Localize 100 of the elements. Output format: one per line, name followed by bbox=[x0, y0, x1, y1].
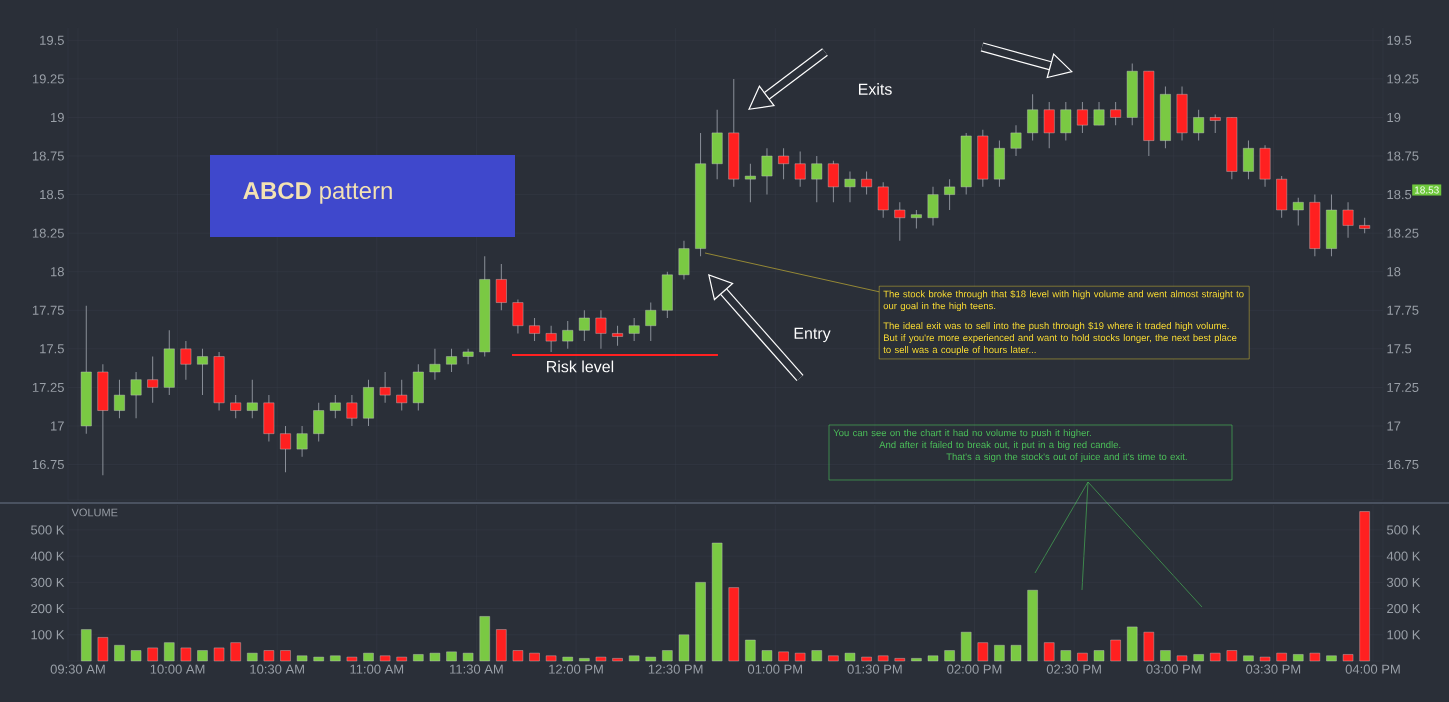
bar bbox=[180, 647, 192, 662]
bar bbox=[1027, 590, 1038, 662]
y2-tick-label: 18 bbox=[1387, 267, 1401, 277]
y2-tick-label: 17.5 bbox=[1387, 344, 1412, 354]
candlestick bbox=[645, 302, 657, 342]
annotation: That's a sign the stock's out of juice and it's time to exit. bbox=[946, 453, 1187, 462]
bar bbox=[479, 616, 490, 662]
y2-tick-label: 17.75 bbox=[1387, 305, 1419, 315]
candlestick bbox=[130, 371, 142, 419]
candlestick bbox=[794, 150, 806, 188]
candlestick bbox=[562, 320, 574, 350]
bar bbox=[97, 637, 109, 662]
bar bbox=[1160, 650, 1171, 662]
candlestick bbox=[1243, 140, 1254, 180]
bar bbox=[280, 650, 291, 662]
bar bbox=[1326, 655, 1337, 662]
x-tick-label: 02:30 PM bbox=[1046, 664, 1101, 674]
y-tick-label: 19.5 bbox=[40, 35, 64, 45]
candlestick bbox=[744, 163, 756, 203]
bar bbox=[512, 650, 524, 662]
candlestick bbox=[280, 425, 291, 473]
bar bbox=[230, 642, 241, 662]
y-tick-label: 18 bbox=[51, 267, 64, 277]
candlestick bbox=[379, 371, 391, 404]
candlestick bbox=[1193, 109, 1205, 142]
candlestick bbox=[429, 348, 441, 381]
bar bbox=[944, 650, 955, 662]
bar bbox=[462, 652, 474, 662]
bar bbox=[1127, 626, 1138, 662]
x-tick-label: 10:00 AM bbox=[150, 664, 205, 674]
candlestick bbox=[877, 181, 889, 219]
y-tick-label: 500 K bbox=[31, 525, 65, 535]
y-axis-title: VOLUME bbox=[71, 508, 118, 517]
y2-tick-label: 500 K bbox=[1387, 525, 1421, 535]
bar bbox=[81, 629, 92, 662]
bar bbox=[678, 634, 690, 662]
candlestick bbox=[446, 348, 457, 373]
bar bbox=[695, 582, 706, 662]
bar bbox=[645, 656, 656, 662]
bar bbox=[1276, 652, 1287, 662]
annotation: ABCD pattern bbox=[243, 182, 392, 204]
bar bbox=[961, 631, 972, 662]
x-tick-label: 12:30 PM bbox=[648, 664, 703, 674]
bar bbox=[1044, 642, 1055, 662]
y2-tick-label: 200 K bbox=[1387, 603, 1421, 614]
y-tick-label: 18.5 bbox=[40, 189, 64, 200]
text: 18.53 bbox=[1414, 186, 1439, 194]
candlestick bbox=[844, 170, 856, 203]
y-tick-label: 17.5 bbox=[40, 344, 64, 354]
bar bbox=[164, 642, 175, 662]
bar bbox=[446, 651, 457, 662]
candlestick bbox=[529, 317, 540, 342]
candlestick bbox=[828, 160, 839, 203]
y2-tick-label: 19 bbox=[1387, 112, 1401, 123]
bar bbox=[213, 647, 225, 662]
bar bbox=[811, 650, 822, 662]
bar bbox=[330, 655, 341, 662]
y-tick-label: 400 K bbox=[30, 551, 65, 561]
bar bbox=[346, 656, 358, 662]
candlestick bbox=[811, 155, 823, 203]
bar bbox=[994, 645, 1005, 662]
candlestick bbox=[180, 340, 192, 381]
candlestick bbox=[346, 394, 358, 427]
bar bbox=[579, 658, 590, 662]
y-tick-label: 17.25 bbox=[32, 382, 64, 392]
candlestick bbox=[462, 348, 474, 365]
bar bbox=[396, 656, 407, 662]
candlestick bbox=[545, 325, 557, 353]
bar bbox=[130, 650, 142, 662]
candlestick bbox=[861, 170, 872, 196]
y-tick-label: 18.75 bbox=[32, 151, 64, 161]
bar bbox=[1077, 652, 1088, 662]
x-tick-label: 03:00 PM bbox=[1146, 664, 1201, 674]
y2-tick-label: 19.25 bbox=[1387, 74, 1419, 84]
y-tick-label: 17.75 bbox=[32, 305, 64, 315]
bar bbox=[263, 650, 275, 662]
candlestick bbox=[911, 209, 922, 230]
bar bbox=[612, 658, 623, 662]
bar bbox=[1226, 650, 1238, 662]
annotation: But if you're more experienced and want to hold stocks longer, the next best place to sell was a couple of hours later... bbox=[883, 334, 1237, 355]
y2-tick-label: 18.75 bbox=[1387, 151, 1419, 161]
bar bbox=[844, 652, 856, 662]
bar bbox=[1010, 645, 1022, 662]
x-tick-label: 02:00 PM bbox=[947, 664, 1002, 674]
candlestick bbox=[147, 356, 159, 404]
candlestick bbox=[313, 402, 325, 442]
candlestick bbox=[1342, 201, 1354, 239]
y2-tick-label: 17.25 bbox=[1387, 382, 1419, 392]
bar bbox=[562, 656, 573, 662]
bar bbox=[1243, 655, 1254, 662]
candlestick bbox=[612, 325, 623, 347]
bar bbox=[911, 658, 922, 662]
bar bbox=[1293, 654, 1304, 662]
candlestick bbox=[512, 298, 524, 334]
candlestick bbox=[396, 379, 408, 412]
candlestick bbox=[778, 147, 789, 180]
bar bbox=[795, 652, 806, 662]
candlestick bbox=[495, 263, 507, 311]
bar bbox=[1309, 652, 1321, 662]
y-tick-label: 100 K bbox=[31, 630, 65, 640]
